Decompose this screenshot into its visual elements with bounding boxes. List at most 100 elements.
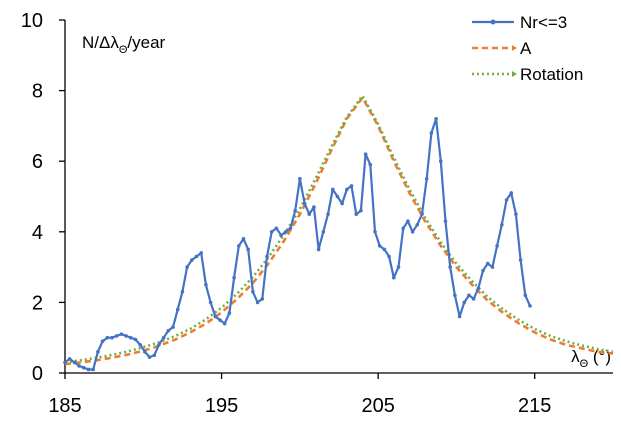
y-tick-label: 8 (32, 81, 43, 103)
data-point (100, 339, 105, 344)
data-point (152, 353, 157, 358)
data-point (279, 233, 283, 238)
data-point (476, 286, 481, 291)
data-point (500, 222, 504, 227)
y-tick-label: 0 (32, 363, 43, 385)
data-point (67, 357, 72, 361)
data-point (490, 265, 495, 269)
data-point (424, 177, 429, 181)
data-point (293, 208, 297, 213)
x-tick-label: 215 (518, 395, 551, 417)
data-point (63, 360, 67, 365)
data-point (96, 350, 100, 354)
data-point (110, 335, 114, 340)
x-tick-label: 205 (361, 395, 394, 417)
series-line-Rotation (64, 94, 614, 364)
data-point (368, 162, 373, 167)
data-point (283, 230, 288, 234)
data-point (415, 222, 420, 227)
data-point (185, 265, 189, 269)
y-tick-label: 10 (21, 10, 43, 32)
data-point (312, 205, 316, 209)
data-point (481, 268, 485, 273)
y-tick-label: 2 (32, 292, 43, 314)
data-point (227, 311, 232, 315)
data-point (340, 201, 344, 206)
data-point (119, 332, 124, 336)
data-point (330, 187, 335, 192)
data-point (190, 258, 194, 262)
data-point (204, 282, 208, 287)
data-point (255, 300, 260, 305)
data-point (86, 367, 91, 372)
data-point (246, 247, 250, 252)
data-point (128, 335, 133, 340)
data-point (443, 219, 448, 224)
data-point (171, 325, 175, 329)
data-point (114, 334, 119, 338)
data-point (326, 212, 330, 216)
data-point (406, 219, 410, 224)
data-point (495, 244, 499, 248)
data-point (199, 251, 204, 255)
data-point (133, 337, 138, 342)
data-point (467, 293, 471, 298)
data-point (143, 350, 147, 354)
data-point (528, 304, 532, 308)
data-point (241, 237, 246, 241)
data-point (138, 342, 142, 347)
data-point (523, 293, 528, 298)
data-point (288, 226, 293, 231)
data-point (157, 342, 161, 347)
data-point (260, 297, 265, 301)
data-point (194, 254, 199, 259)
data-point (410, 230, 415, 234)
data-point (72, 360, 77, 365)
data-point (354, 212, 359, 216)
series-line-A (64, 96, 614, 366)
data-point (396, 265, 401, 269)
data-point (485, 261, 490, 266)
data-point (302, 201, 307, 206)
data-point (91, 367, 95, 372)
data-point (349, 184, 354, 188)
data-point (251, 290, 255, 294)
data-point (77, 364, 81, 368)
data-point (509, 191, 514, 195)
data-point (345, 187, 349, 192)
legend-marker (490, 19, 496, 25)
x-tick-label: 185 (48, 395, 81, 417)
data-point (518, 258, 523, 262)
data-point (222, 321, 227, 326)
data-point (274, 226, 279, 231)
data-point (335, 194, 340, 199)
data-point (438, 159, 443, 163)
y-tick-label: 4 (32, 222, 43, 244)
data-point (236, 244, 241, 248)
data-point (208, 300, 213, 305)
data-point (457, 314, 462, 319)
data-point (321, 230, 326, 234)
y-tick-label: 6 (32, 151, 43, 173)
data-point (269, 230, 274, 234)
legend-label: A (520, 39, 532, 58)
data-point (298, 177, 302, 181)
data-point (359, 208, 363, 213)
data-point (316, 247, 321, 252)
data-point (307, 212, 312, 216)
data-point (363, 152, 368, 156)
data-point (124, 334, 128, 338)
data-point (81, 365, 86, 370)
data-point (166, 328, 171, 333)
y-axis-label: N/ΔλΘ/year (82, 33, 166, 56)
legend-marker (512, 71, 517, 77)
legend-label: Rotation (520, 65, 583, 84)
data-point (373, 230, 377, 234)
data-point (161, 335, 166, 340)
data-point (504, 198, 509, 202)
data-point (453, 293, 457, 298)
data-point (382, 247, 387, 252)
legend-label: Nr<=3 (520, 13, 567, 32)
data-point (434, 117, 438, 121)
